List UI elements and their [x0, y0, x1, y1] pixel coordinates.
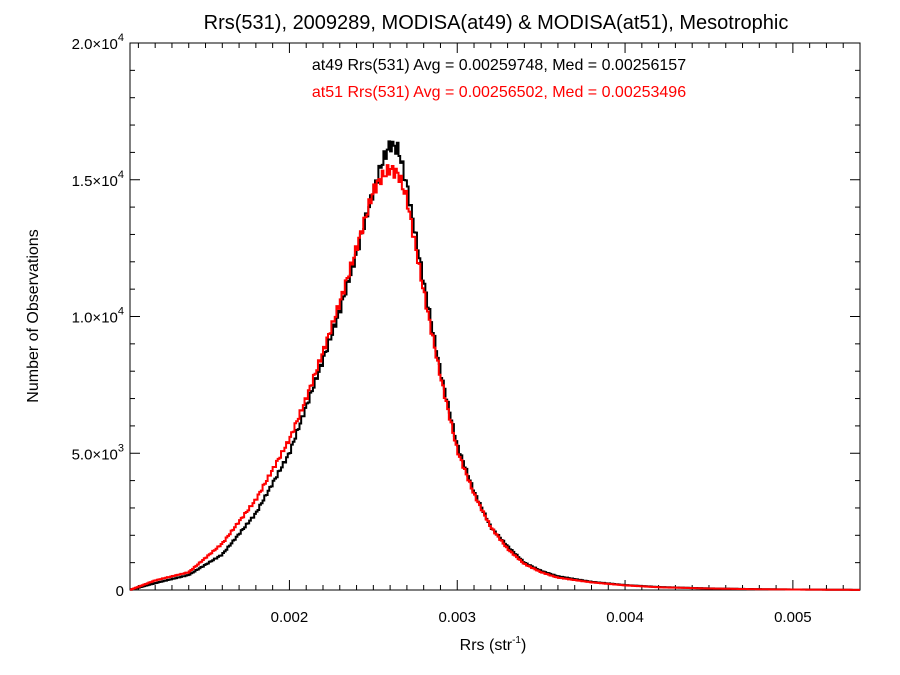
y-tick-label-base: 1.5×10 [72, 173, 118, 190]
y-tick-label: 1.0×104 [72, 306, 124, 327]
x-tick-label: 0.004 [606, 609, 644, 626]
y-tick-label-base: 0 [116, 583, 124, 600]
x-axis-ticks: 0.002 0.003 0.004 0.005 [137, 43, 861, 626]
x-tick-label: 0.002 [271, 609, 309, 626]
y-tick-label: 5.0×103 [72, 442, 124, 463]
y-tick-label: 1.5×104 [72, 169, 124, 190]
x-axis-label-close: ) [521, 637, 526, 654]
x-tick-label: 0.003 [438, 609, 476, 626]
series-at51-line [130, 164, 860, 591]
y-tick-label-exp: 4 [118, 306, 124, 318]
series-layer [130, 140, 860, 591]
y-tick-label-exp: 3 [118, 442, 124, 454]
annotation-at51: at51 Rrs(531) Avg = 0.00256502, Med = 0.… [312, 84, 686, 101]
y-tick-label-base: 1.0×10 [72, 310, 118, 327]
annotation-at49: at49 Rrs(531) Avg = 0.00259748, Med = 0.… [312, 57, 686, 74]
y-tick-label: 2.0×104 [72, 32, 124, 53]
x-axis-label-main: Rrs (str [460, 637, 513, 654]
x-tick-label: 0.005 [774, 609, 812, 626]
x-axis-label-sup: -1 [512, 635, 521, 646]
y-axis-label: Number of Observations [25, 229, 42, 402]
x-axis-label: Rrs (str-1) [460, 635, 527, 654]
y-tick-label: 0 [116, 583, 124, 600]
y-tick-label-exp: 4 [118, 169, 124, 181]
plot-frame [129, 42, 861, 591]
y-tick-label-base: 5.0×10 [72, 446, 118, 463]
y-tick-label-exp: 4 [118, 32, 124, 44]
y-tick-label-base: 2.0×10 [72, 36, 118, 53]
chart-title: Rrs(531), 2009289, MODISA(at49) & MODISA… [204, 12, 789, 34]
